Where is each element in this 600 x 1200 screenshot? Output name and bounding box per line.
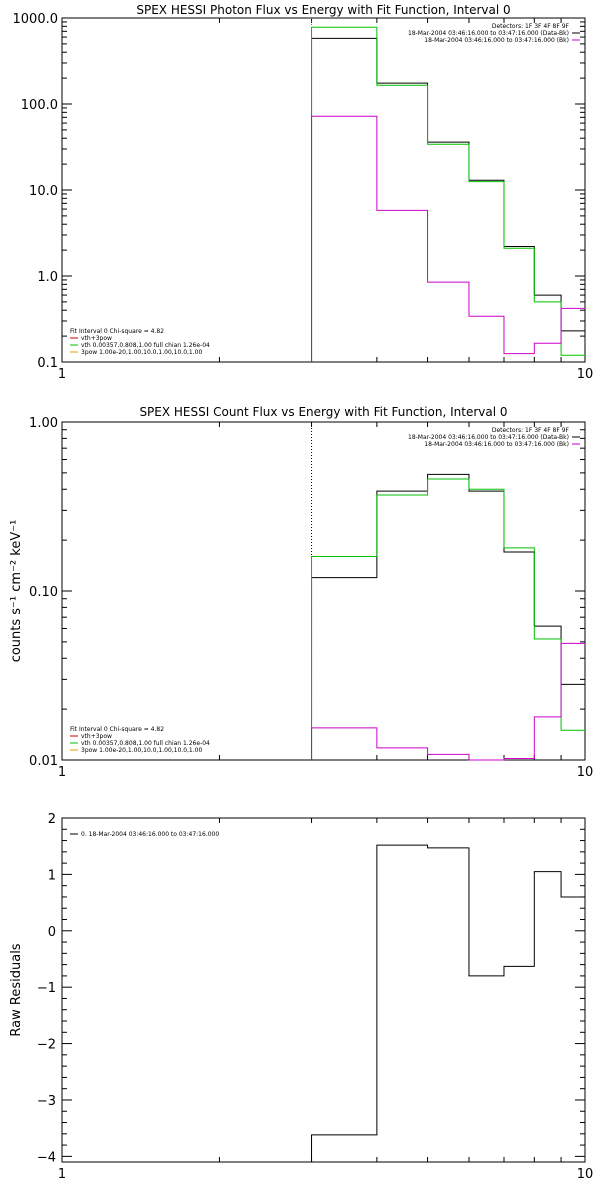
series-2	[311, 478, 585, 760]
series-line	[311, 642, 585, 761]
legend-left: Fit Interval 0 Chi-square = 4.82vth+3pow…	[70, 328, 210, 356]
y-tick-label: 2	[48, 812, 56, 827]
y-axis-label: counts s⁻¹ cm⁻² keV⁻¹	[9, 520, 24, 663]
series-2	[311, 26, 585, 362]
legend-text: vth 0.00357,0.808,1.00 full chian 1.26e-…	[81, 342, 210, 349]
legend-text: 18-Mar-2004 03:46:16.000 to 03:47:16.000…	[424, 441, 569, 448]
y-tick-label: 0.01	[29, 754, 58, 769]
chart-panel-2: SPEX HESSI Count Flux vs Energy with Fit…	[9, 405, 593, 780]
series-line	[311, 115, 585, 362]
x-tick-label: 10	[577, 367, 594, 382]
y-tick-label: −2	[37, 1038, 56, 1053]
series-line	[311, 478, 585, 760]
legend-left: 0. 18-Mar-2004 03:46:16.000 to 03:47:16.…	[70, 831, 219, 838]
plot-frame	[61, 817, 586, 1163]
series-line	[311, 26, 585, 362]
legend-text: Detectors: 1F 3F 4F 8F 9F	[492, 427, 570, 434]
chart-panel-1: SPEX HESSI Photon Flux vs Energy with Fi…	[13, 3, 594, 382]
series-3	[311, 642, 585, 761]
legend-text: vth 0.00357,0.808,1.00 full chian 1.26e-…	[81, 740, 210, 747]
legend-text: Detectors: 1F 3F 4F 8F 9F	[492, 23, 570, 30]
legend-text: 3pow 1.00e-20,1.00,10.0,1.00,10.0,1.00	[81, 349, 202, 356]
legend-text: vth+3pow	[81, 335, 112, 342]
y-tick-label: 1.00	[29, 416, 58, 431]
y-tick-label: −3	[37, 1094, 56, 1109]
y-tick-label: 1.0	[37, 270, 58, 285]
legend-text: 18-Mar-2004 03:46:16.000 to 03:47:16.000…	[408, 30, 569, 37]
legend-text: 18-Mar-2004 03:46:16.000 to 03:47:16.000…	[408, 434, 569, 441]
y-tick-label: 10.0	[29, 184, 58, 199]
legend-text: 3pow 1.00e-20,1.00,10.0,1.00,10.0,1.00	[81, 747, 202, 754]
x-tick-label: 10	[577, 765, 594, 780]
y-tick-label: 0.10	[29, 585, 58, 600]
legend-text: Fit Interval 0 Chi-square = 4.82	[70, 726, 164, 733]
series-1	[311, 37, 585, 362]
y-axis-label: Raw Residuals	[9, 943, 24, 1036]
y-tick-label: −4	[37, 1150, 56, 1165]
plot-frame	[61, 17, 586, 363]
legend-text: 0. 18-Mar-2004 03:46:16.000 to 03:47:16.…	[81, 831, 219, 838]
chart-title: SPEX HESSI Photon Flux vs Energy with Fi…	[136, 3, 510, 17]
series-1	[311, 844, 585, 1162]
x-tick-label: 10	[577, 1167, 594, 1182]
y-tick-label: 100.0	[21, 98, 58, 113]
chart-title: SPEX HESSI Count Flux vs Energy with Fit…	[139, 405, 507, 419]
legend-text: vth+3pow	[81, 733, 112, 740]
y-tick-label: −1	[37, 981, 56, 996]
y-tick-label: 1	[48, 868, 56, 883]
legend-text: Fit Interval 0 Chi-square = 4.82	[70, 328, 164, 335]
y-tick-label: 1000.0	[13, 12, 59, 27]
series-3	[311, 115, 585, 362]
legend-left: Fit Interval 0 Chi-square = 4.82vth+3pow…	[70, 726, 210, 754]
series-line	[311, 37, 585, 362]
y-tick-label: 0	[48, 925, 56, 940]
series-line	[311, 844, 585, 1162]
x-tick-label: 1	[58, 765, 66, 780]
x-tick-label: 1	[58, 1167, 66, 1182]
x-tick-label: 1	[58, 367, 66, 382]
y-tick-label: 0.1	[37, 356, 58, 371]
plot-frame	[61, 421, 586, 761]
legend-text: 18-Mar-2004 03:46:16.000 to 03:47:16.000…	[424, 37, 569, 44]
